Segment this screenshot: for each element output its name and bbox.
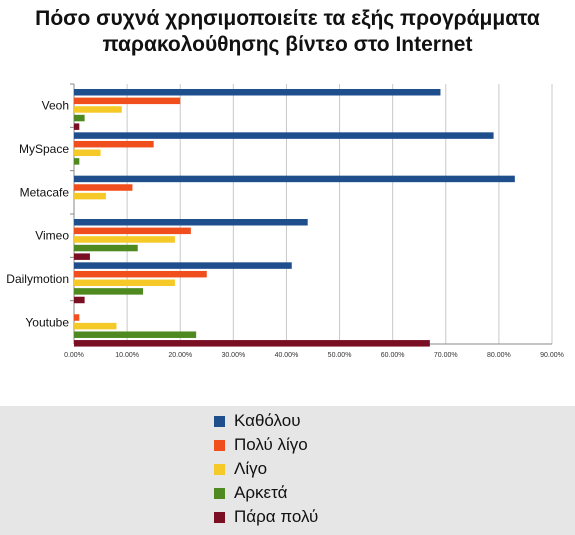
- legend-label: Καθόλου: [234, 411, 301, 430]
- bar-Λίγο: [74, 192, 106, 200]
- bar-Λίγο: [74, 322, 117, 330]
- x-tick-label: 20.00%: [168, 352, 192, 359]
- bar-chart: 0.00% 10.00% 20.00% 30.00% 40.00% 50.00% 60.00…: [6, 83, 564, 359]
- chart-title: Πόσο συχνά χρησιμοποιείτε τα εξής προγρά…: [0, 6, 575, 58]
- x-tick-label: 10.00%: [115, 352, 139, 359]
- legend-label: Λίγο: [234, 459, 268, 478]
- x-tick-label: 60.00%: [381, 352, 405, 359]
- legend-item: Πάρα πολύ: [214, 506, 318, 528]
- x-tick-label: 40.00%: [275, 352, 299, 359]
- legend-label: Πολύ λίγο: [234, 435, 308, 454]
- bar-Λίγο: [74, 279, 175, 287]
- bar-Πολύ λίγο: [74, 314, 80, 321]
- legend-label: Αρκετά: [234, 483, 288, 502]
- bar-Πολύ λίγο: [74, 140, 154, 148]
- legend-swatch: [214, 415, 225, 427]
- bar-Πάρα πολύ: [74, 253, 90, 260]
- bar-Αρκετά: [74, 288, 144, 295]
- legend-item: Λίγο: [214, 458, 267, 480]
- category-label: Veoh: [42, 99, 69, 113]
- bar-Καθόλου: [74, 262, 292, 269]
- legend-swatch: [214, 487, 225, 499]
- bar-Πολύ λίγο: [74, 184, 133, 191]
- category-label: MySpace: [19, 142, 69, 156]
- bar-Λίγο: [74, 236, 175, 243]
- legend-swatch: [214, 511, 225, 523]
- bar-Καθόλου: [74, 132, 494, 139]
- bar-Αρκετά: [74, 244, 138, 252]
- x-tick-label: 0.00%: [64, 352, 84, 359]
- bar-Καθόλου: [74, 89, 441, 96]
- bar-Πολύ λίγο: [74, 270, 207, 278]
- bar-Πάρα πολύ: [74, 296, 85, 304]
- chart-title-line-2: παρακολούθησης βίντεο στο Internet: [102, 33, 473, 56]
- bar-Πολύ λίγο: [74, 227, 191, 235]
- bar-Καθόλου: [74, 175, 515, 183]
- bar-Πολύ λίγο: [74, 97, 181, 105]
- bar-Πάρα πολύ: [74, 340, 430, 347]
- legend-item: Καθόλου: [214, 410, 301, 432]
- bar-Πάρα πολύ: [74, 123, 80, 130]
- legend-swatch: [214, 439, 225, 451]
- legend: Καθόλου Πολύ λίγο Λίγο Αρκετά Πάρα πολύ: [0, 406, 575, 535]
- bar-Αρκετά: [74, 114, 85, 122]
- chart-title-line-1: Πόσο συχνά χρησιμοποιείτε τα εξής προγρά…: [35, 7, 540, 30]
- legend-swatch: [214, 463, 225, 475]
- bar-Καθόλου: [74, 219, 308, 226]
- x-tick-label: 90.00%: [540, 352, 564, 359]
- category-label: Metacafe: [20, 185, 70, 199]
- legend-label: Πάρα πολύ: [234, 507, 319, 526]
- category-label: Dailymotion: [6, 272, 69, 286]
- bar-Αρκετά: [74, 331, 197, 338]
- x-tick-label: 50.00%: [328, 352, 352, 359]
- x-tick-label: 70.00%: [434, 352, 458, 359]
- bar-Λίγο: [74, 106, 122, 113]
- legend-item: Πολύ λίγο: [214, 434, 308, 456]
- legend-item: Αρκετά: [214, 482, 287, 504]
- category-label: Vimeo: [35, 229, 69, 243]
- x-tick-label: 80.00%: [487, 352, 511, 359]
- bar-Λίγο: [74, 149, 101, 157]
- x-tick-label: 30.00%: [221, 352, 245, 359]
- category-label: Youtube: [25, 315, 69, 329]
- bar-Αρκετά: [74, 158, 80, 165]
